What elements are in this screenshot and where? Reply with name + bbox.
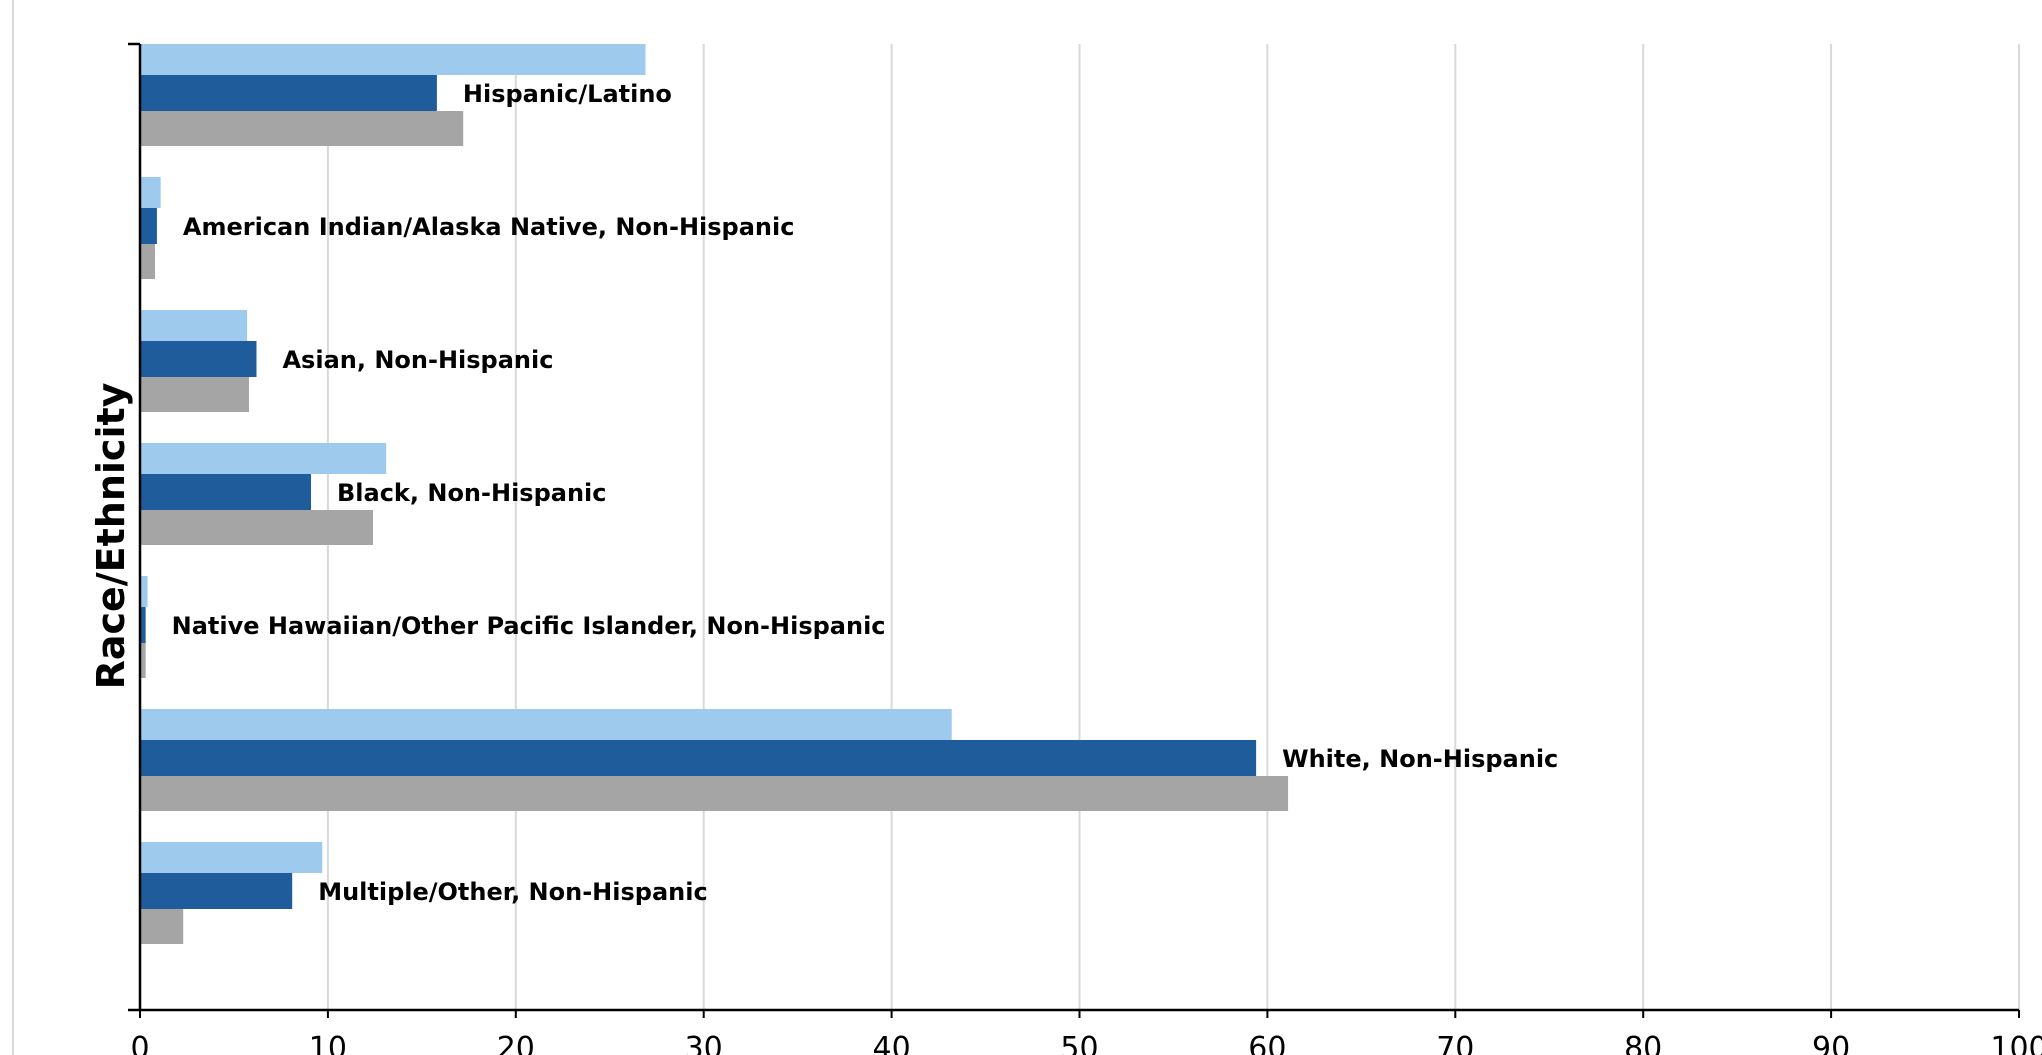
bar-5-series-2 — [140, 607, 146, 643]
bar-4-series-1 — [140, 443, 387, 474]
bar-7-series-2 — [140, 873, 293, 909]
category-label-7: Multiple/Other, Non-Hispanic — [318, 878, 707, 906]
x-tick-label-0: 0 — [130, 1031, 149, 1055]
x-tick-label-80: 80 — [1624, 1031, 1662, 1055]
x-tick-label-20: 20 — [497, 1031, 535, 1055]
bar-5-series-1 — [140, 576, 148, 607]
x-tick-label-50: 50 — [1060, 1031, 1098, 1055]
x-tick-label-100: 100 — [1990, 1031, 2042, 1055]
y-axis-title: Race/Ethnicity — [89, 382, 133, 689]
category-label-6: White, Non-Hispanic — [1282, 745, 1558, 773]
bar-6-series-2 — [140, 740, 1257, 776]
bar-2-series-2 — [140, 208, 157, 244]
bar-1-series-1 — [140, 44, 646, 75]
bar-7-series-1 — [140, 842, 323, 873]
bar-chart: Hispanic/Latino American Indian/Alaska Na… — [89, 42, 2042, 1055]
category-labels: Hispanic/Latino American Indian/Alaska Na… — [172, 80, 1559, 906]
bar-1-series-3 — [140, 111, 464, 146]
category-label-2: American Indian/Alaska Native, Non-Hispa… — [183, 213, 795, 241]
bar-3-series-1 — [140, 310, 248, 341]
bar-4-series-2 — [140, 474, 311, 510]
bar-3-series-2 — [140, 341, 257, 377]
bar-2-series-1 — [140, 177, 161, 208]
bar-5-series-3 — [140, 643, 146, 678]
bar-1-series-2 — [140, 75, 437, 111]
bar-2-series-3 — [140, 244, 156, 279]
x-tick-label-30: 30 — [685, 1031, 723, 1055]
bar-3-series-3 — [140, 377, 249, 412]
axes: 0 10 20 30 40 50 60 70 80 90 100 — [128, 42, 2042, 1055]
bar-4-series-3 — [140, 510, 373, 545]
chart-frame: Hispanic/Latino American Indian/Alaska Na… — [12, 0, 2042, 1055]
bar-7-series-3 — [140, 909, 184, 944]
bar-6-series-1 — [140, 709, 952, 740]
x-tick-label-40: 40 — [873, 1031, 911, 1055]
x-tick-label-70: 70 — [1436, 1031, 1474, 1055]
bars — [140, 44, 1289, 944]
gridlines — [326, 44, 2020, 1010]
bar-6-series-3 — [140, 776, 1289, 811]
category-label-5: Native Hawaiian/Other Pacific Islander, … — [172, 612, 886, 640]
category-label-4: Black, Non-Hispanic — [337, 479, 607, 507]
category-label-3: Asian, Non-Hispanic — [282, 346, 553, 374]
category-label-1: Hispanic/Latino — [463, 80, 672, 108]
x-tick-label-90: 90 — [1812, 1031, 1850, 1055]
x-tick-label-60: 60 — [1248, 1031, 1286, 1055]
x-tick-label-10: 10 — [309, 1031, 347, 1055]
